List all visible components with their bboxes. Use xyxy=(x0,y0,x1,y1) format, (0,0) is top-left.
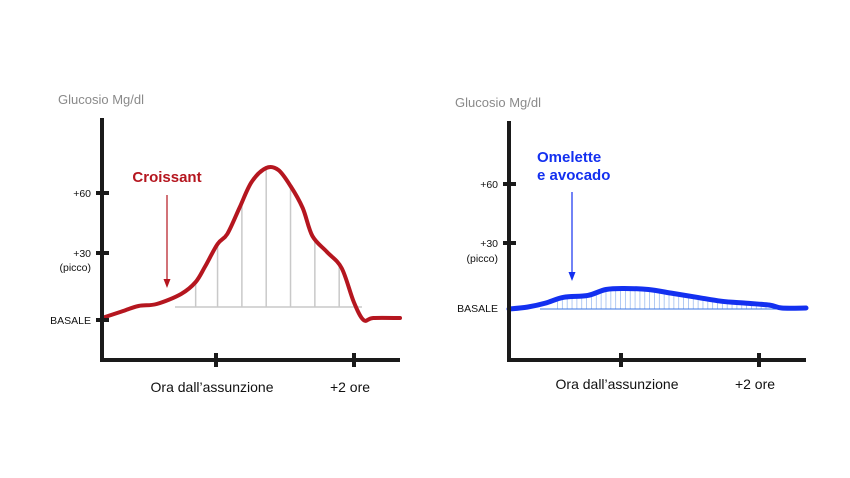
x-tick-label-2h: +2 ore xyxy=(330,379,370,395)
annotation-arrow-head xyxy=(163,279,171,288)
y-tick-label-30: +30 xyxy=(480,238,498,250)
annotation-omelette-line1: Omelette xyxy=(537,149,601,166)
chart-omelette: Glucosio Mg/dl +60 +30 (picco) BASALE Or… xyxy=(455,95,809,392)
series-line-croissant xyxy=(100,164,402,323)
hatch-area xyxy=(194,170,340,307)
y-tick-sublabel-picco: (picco) xyxy=(466,253,498,265)
x-axis-label: Ora dall’assunzione xyxy=(556,376,679,392)
y-tick-label-30: +30 xyxy=(73,248,91,260)
annotation-croissant: Croissant xyxy=(132,169,201,186)
y-tick-label-basale: BASALE xyxy=(457,303,498,315)
y-tick-label-60: +60 xyxy=(480,179,498,191)
series-line-omelette xyxy=(506,285,809,312)
y-tick-label-60: +60 xyxy=(73,188,91,200)
y-axis-label: Glucosio Mg/dl xyxy=(455,95,541,110)
y-tick-sublabel-picco: (picco) xyxy=(59,262,91,274)
chart-croissant: Glucosio Mg/dl +60 +30 (picco) BASALE Or… xyxy=(50,92,402,395)
x-axis-label: Ora dall’assunzione xyxy=(151,379,274,395)
hatch-area xyxy=(557,290,767,309)
annotation-omelette-line2: e avocado xyxy=(537,167,610,184)
annotation-arrow-head xyxy=(568,272,576,281)
y-axis-label: Glucosio Mg/dl xyxy=(58,92,144,107)
x-tick-label-2h: +2 ore xyxy=(735,376,775,392)
y-tick-label-basale: BASALE xyxy=(50,315,91,327)
